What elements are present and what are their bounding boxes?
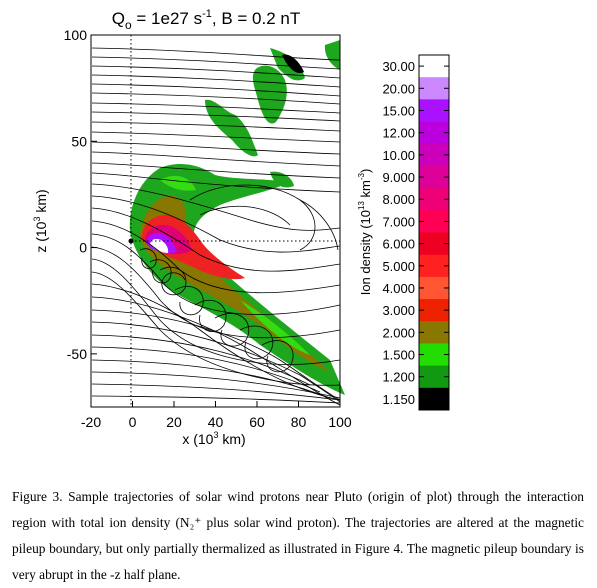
- x-tick-label: 100: [328, 414, 352, 430]
- colorbar-swatch: [419, 210, 449, 233]
- y-tick-label: 100: [64, 27, 88, 43]
- region-white-core: [150, 239, 169, 253]
- x-tick-label: 60: [249, 414, 265, 430]
- colorbar-level-label: 2.000: [382, 325, 415, 340]
- colorbar-level-label: 4.000: [382, 281, 415, 296]
- x-tick-label: 40: [208, 414, 224, 430]
- x-tick-label: 80: [291, 414, 307, 430]
- figure-caption: Figure 3. Sample trajectories of solar w…: [12, 489, 584, 582]
- trajectories: [91, 47, 341, 406]
- colorbar-swatch: [419, 299, 449, 322]
- y-tick-label: 0: [79, 240, 87, 256]
- colorbar-swatch: [419, 343, 449, 367]
- colorbar: 30.00 20.00 15.00 12.00 10.00 9.000 8.000 7.000…: [382, 54, 450, 411]
- region-green-mid: [270, 171, 294, 188]
- colorbar-swatch: [419, 165, 449, 189]
- colorbar-swatch: [419, 254, 449, 278]
- x-axis-label: x (103 km): [182, 430, 245, 447]
- x-tick-label: 0: [129, 414, 137, 430]
- colorbar-frame: [418, 54, 450, 411]
- colorbar-label: Ion density (1013 km-3): [357, 169, 373, 296]
- colorbar-swatch: [419, 121, 449, 145]
- x-tick-label: 20: [166, 414, 182, 430]
- colorbar-level-label: 1.200: [382, 370, 415, 385]
- colorbar-level-label: 8.000: [382, 192, 415, 207]
- colorbar-swatch: [419, 387, 449, 411]
- colorbar-swatch: [419, 188, 449, 211]
- colorbar-swatch: [419, 55, 449, 78]
- y-axis-ticks: 100 50 0 -50: [64, 27, 97, 362]
- region-lightgreen-2: [240, 300, 310, 355]
- colorbar-swatch: [419, 365, 449, 389]
- colorbar-swatch: [419, 321, 449, 344]
- colorbar-level-label: 10.00: [382, 148, 415, 163]
- colorbar-level-label: 1.500: [382, 348, 415, 363]
- colorbar-swatch: [419, 143, 449, 167]
- colorbar-level-label: 15.00: [382, 103, 415, 118]
- colorbar-level-label: 3.000: [382, 303, 415, 318]
- colorbar-level-label: 1.150: [382, 392, 415, 407]
- contour-plot: [90, 34, 345, 408]
- y-tick-label: 50: [71, 133, 87, 149]
- y-tick-label: -50: [67, 346, 87, 362]
- colorbar-swatch: [419, 77, 449, 100]
- colorbar-swatch: [419, 232, 449, 256]
- x-axis-ticks: -20 0 20 40 60 80 100: [81, 401, 352, 430]
- colorbar-swatch: [419, 99, 449, 123]
- colorbar-level-label: 9.000: [382, 170, 415, 185]
- colorbar-level-label: 7.000: [382, 214, 415, 229]
- colorbar-level-label: 5.000: [382, 259, 415, 274]
- colorbar-level-label: 30.00: [382, 59, 415, 74]
- colorbar-level-label: 6.000: [382, 237, 415, 252]
- colorbar-level-label: 12.00: [382, 126, 415, 141]
- y-axis-label: z (103 km): [32, 189, 49, 252]
- region-black-top: [282, 54, 304, 74]
- colorbar-swatch: [419, 276, 449, 300]
- region-green-topright: [324, 40, 340, 70]
- region-green-arm: [205, 99, 258, 157]
- figure: Qo = 1e27 s-1, B = 0.2 nT: [32, 8, 450, 447]
- x-tick-label: -20: [81, 414, 101, 430]
- region-lightgreen: [160, 175, 196, 191]
- plot-title: Qo = 1e27 s-1, B = 0.2 nT: [112, 8, 300, 32]
- colorbar-level-label: 20.00: [382, 81, 415, 96]
